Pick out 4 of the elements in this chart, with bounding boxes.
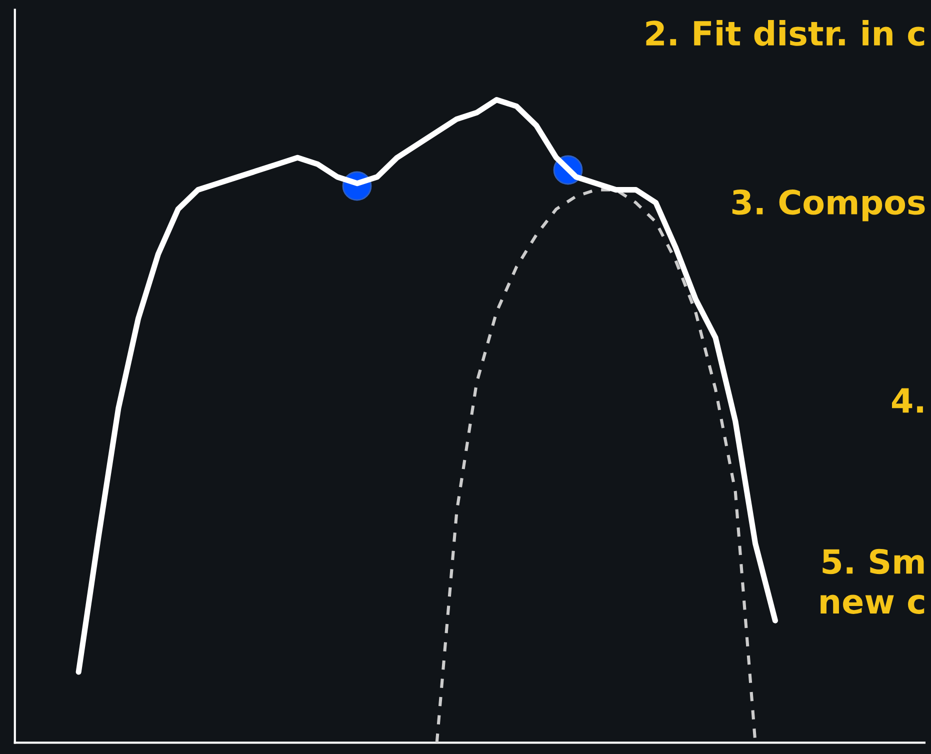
text: 4. bbox=[892, 388, 923, 413]
annotation: 3. Compos bbox=[732, 190, 925, 222]
text: 2. Fit distr. in c bbox=[646, 20, 924, 46]
text: 5. Sm new c bbox=[820, 548, 924, 614]
